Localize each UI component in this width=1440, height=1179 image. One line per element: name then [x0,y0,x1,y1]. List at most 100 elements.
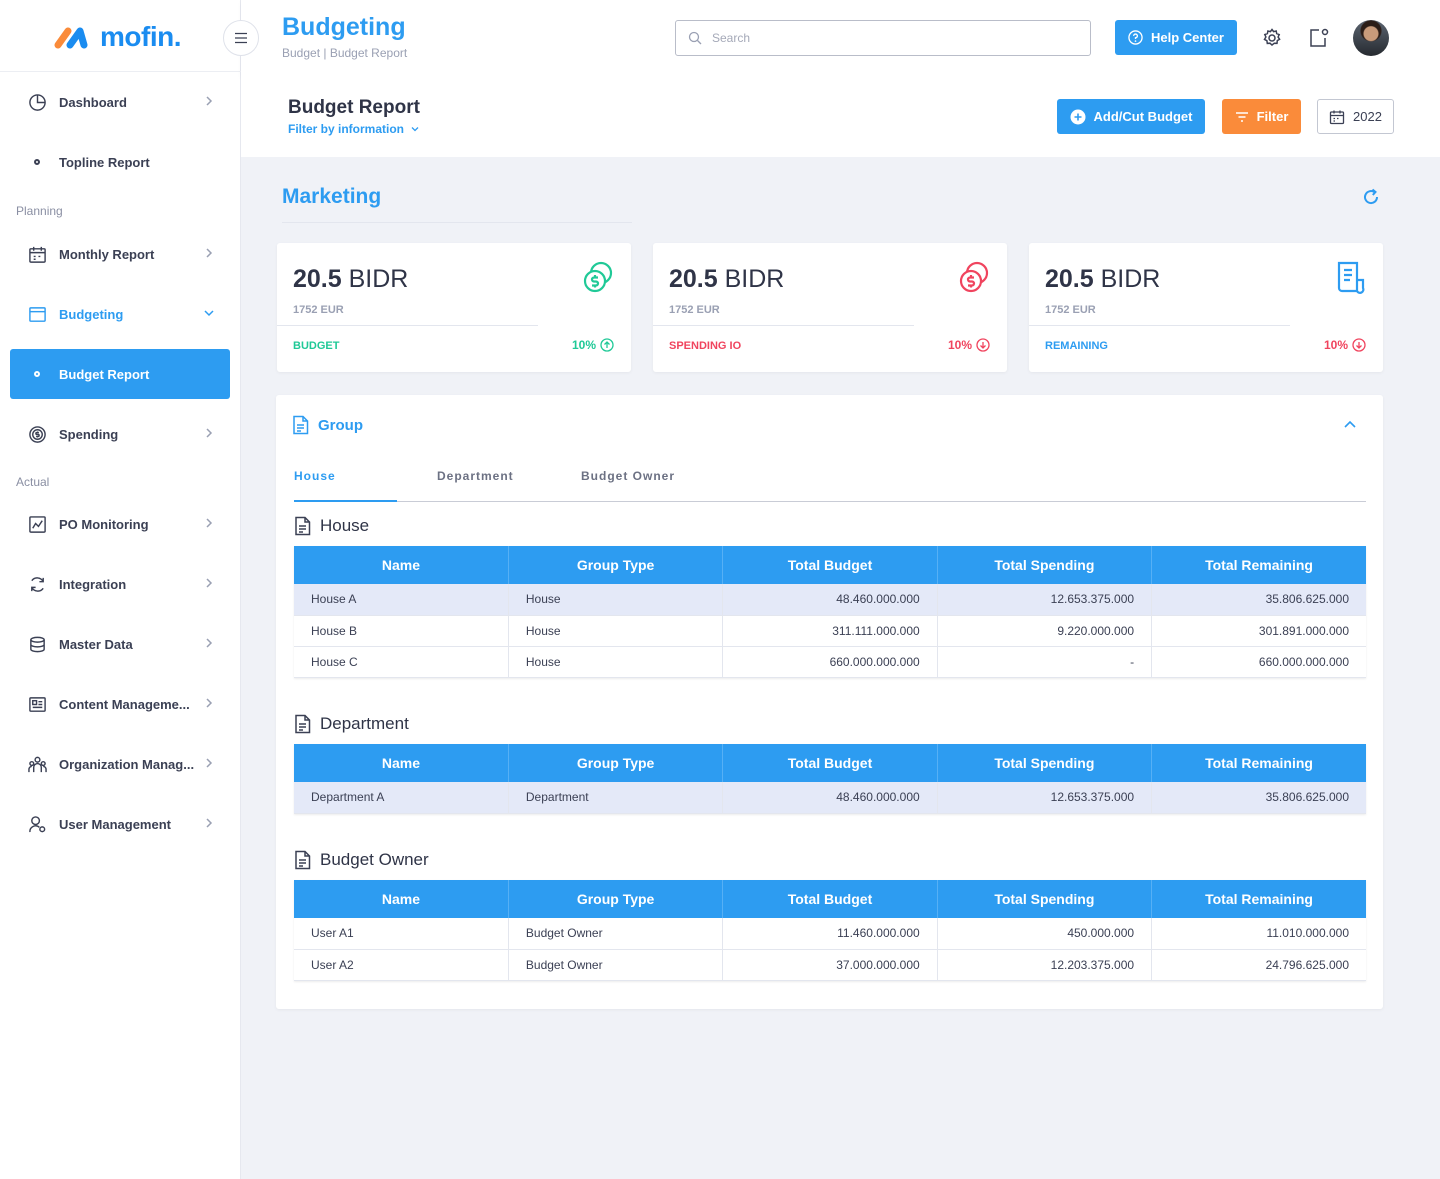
cell-name: House C [294,646,509,678]
sidebar-item-spending[interactable]: Spending [10,409,230,459]
sidebar-item-user-management[interactable]: User Management [10,799,230,849]
cell-group-type: House [508,584,724,616]
department-table: Name Group Type Total Budget Total Spend… [294,744,1366,814]
cell-total-budget: 660.000.000.000 [722,646,938,678]
budget-owner-table: Name Group Type Total Budget Total Spend… [294,880,1366,981]
cell-total-remaining: 24.796.625.000 [1151,949,1366,981]
column-header[interactable]: Total Remaining [1151,880,1366,918]
notification-icon[interactable] [1308,27,1330,49]
group-title: Group [318,416,363,434]
content-icon [27,694,47,714]
stat-label: SPENDING IO [669,340,742,352]
app-logo[interactable]: mofin. [54,20,182,54]
chevron-right-icon [206,638,213,648]
arrow-up-circle-icon [600,338,614,352]
sidebar-item-organization-management[interactable]: Organization Manag... [10,739,230,789]
document-icon [295,850,311,870]
cell-total-budget: 37.000.000.000 [722,949,938,981]
database-icon [27,634,47,654]
table-row[interactable]: User A2 Budget Owner 37.000.000.000 12.2… [294,949,1366,981]
cell-group-type: Department [508,782,724,814]
chevron-right-icon [206,248,213,258]
sidebar-item-master-data[interactable]: Master Data [10,619,230,669]
chevron-right-icon [206,428,213,438]
cell-group-type: Budget Owner [508,949,724,981]
section-title: Marketing [282,185,382,208]
menu-toggle-button[interactable] [223,20,259,56]
table-row[interactable]: House C House 660.000.000.000 - 660.000.… [294,646,1366,678]
search-input[interactable] [712,31,1072,45]
column-header[interactable]: Total Spending [937,546,1153,584]
column-header[interactable]: Name [294,744,509,782]
cell-total-spending: 9.220.000.000 [937,615,1153,647]
arrow-down-circle-icon [1352,338,1366,352]
sidebar-item-monthly-report[interactable]: Monthly Report [10,229,230,279]
breadcrumb: Budget | Budget Report [282,46,408,60]
stat-label: REMAINING [1045,340,1108,352]
gear-icon[interactable] [1261,27,1283,49]
cell-group-type: House [508,615,724,647]
cell-group-type: Budget Owner [508,918,724,950]
group-tabs: House Department Budget Owner [294,457,1366,502]
dot-icon [34,159,40,165]
column-header[interactable]: Total Budget [722,546,938,584]
stat-card-budget: 20.5 BIDR 1752 EUR BUDGET 10% [277,243,631,372]
tab-budget-owner[interactable]: Budget Owner [581,469,676,483]
report-title: Budget Report [288,97,420,118]
refresh-icon[interactable] [1361,187,1381,207]
stat-change-value: 10% [1323,338,1348,352]
cell-total-spending: 450.000.000 [937,918,1153,950]
stat-change: 10% [572,338,614,352]
cell-group-type: House [508,646,724,678]
chevron-up-icon[interactable] [1342,417,1358,433]
sidebar-item-budget-report[interactable]: Budget Report [10,349,230,399]
cell-total-budget: 48.460.000.000 [722,584,938,616]
plus-circle-icon [1070,109,1086,124]
stat-change-value: 10% [947,338,972,352]
year-picker-button[interactable]: 2022 [1317,99,1394,134]
column-header[interactable]: Total Spending [937,744,1153,782]
table-row[interactable]: House A House 48.460.000.000 12.653.375.… [294,584,1366,616]
cell-total-remaining: 301.891.000.000 [1151,615,1366,647]
stat-label: BUDGET [293,340,340,352]
sidebar-item-topline-report[interactable]: Topline Report [10,137,230,187]
column-header[interactable]: Group Type [508,546,724,584]
filter-by-information-dropdown[interactable]: Filter by information [288,122,420,136]
stat-value: 20.5 [1045,265,1094,293]
search-box[interactable] [675,20,1091,56]
sidebar-item-dashboard[interactable]: Dashboard [10,77,230,127]
sidebar-item-content-management[interactable]: Content Manageme... [10,679,230,729]
chevron-down-icon [204,310,214,317]
sidebar-item-label: Topline Report [59,154,150,170]
table-row[interactable]: House B House 311.111.000.000 9.220.000.… [294,615,1366,647]
column-header[interactable]: Total Budget [722,880,938,918]
column-header[interactable]: Total Spending [937,880,1153,918]
add-cut-budget-button[interactable]: Add/Cut Budget [1057,99,1205,134]
cell-total-spending: 12.203.375.000 [937,949,1153,981]
help-center-button[interactable]: Help Center [1115,20,1237,55]
column-header[interactable]: Total Remaining [1151,546,1366,584]
avatar[interactable] [1353,20,1389,56]
table-title-budget-owner: Budget Owner [294,850,429,870]
cell-total-remaining: 35.806.625.000 [1151,782,1366,814]
sidebar-item-budgeting[interactable]: Budgeting [10,289,230,339]
column-header[interactable]: Group Type [508,880,724,918]
table-row[interactable]: User A1 Budget Owner 11.460.000.000 450.… [294,918,1366,950]
sidebar-item-integration[interactable]: Integration [10,559,230,609]
search-icon [688,31,702,45]
tab-house[interactable]: House [294,469,336,483]
sidebar-item-po-monitoring[interactable]: PO Monitoring [10,499,230,549]
table-row[interactable]: Department A Department 48.460.000.000 1… [294,782,1366,814]
tab-department[interactable]: Department [437,469,514,483]
column-header[interactable]: Total Budget [722,744,938,782]
column-header[interactable]: Group Type [508,744,724,782]
column-header[interactable]: Total Remaining [1151,744,1366,782]
column-header[interactable]: Name [294,880,509,918]
help-center-label: Help Center [1151,30,1224,45]
stat-subvalue: 1752 EUR [669,304,720,316]
hamburger-icon [235,32,247,44]
sidebar-item-label: User Management [59,816,171,832]
filter-button[interactable]: Filter [1222,99,1301,134]
cell-total-budget: 48.460.000.000 [722,782,938,814]
column-header[interactable]: Name [294,546,509,584]
